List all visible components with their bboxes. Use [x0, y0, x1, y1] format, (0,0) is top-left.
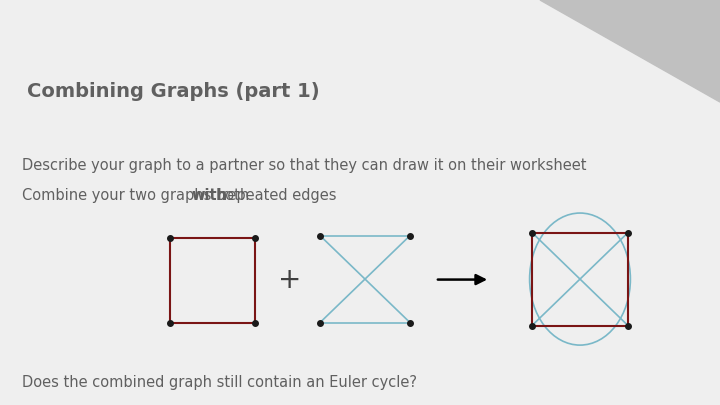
Text: Does the combined graph still contain an Euler cycle?: Does the combined graph still contain an…	[22, 375, 417, 390]
Text: repeated edges: repeated edges	[217, 188, 337, 203]
Text: with: with	[192, 188, 228, 203]
Text: Describe your graph to a partner so that they can draw it on their worksheet: Describe your graph to a partner so that…	[22, 158, 587, 173]
Text: +: +	[279, 266, 302, 294]
Polygon shape	[540, 0, 720, 102]
Text: Combining Graphs (part 1): Combining Graphs (part 1)	[27, 82, 320, 101]
Text: Combine your two graphs both: Combine your two graphs both	[22, 188, 254, 203]
